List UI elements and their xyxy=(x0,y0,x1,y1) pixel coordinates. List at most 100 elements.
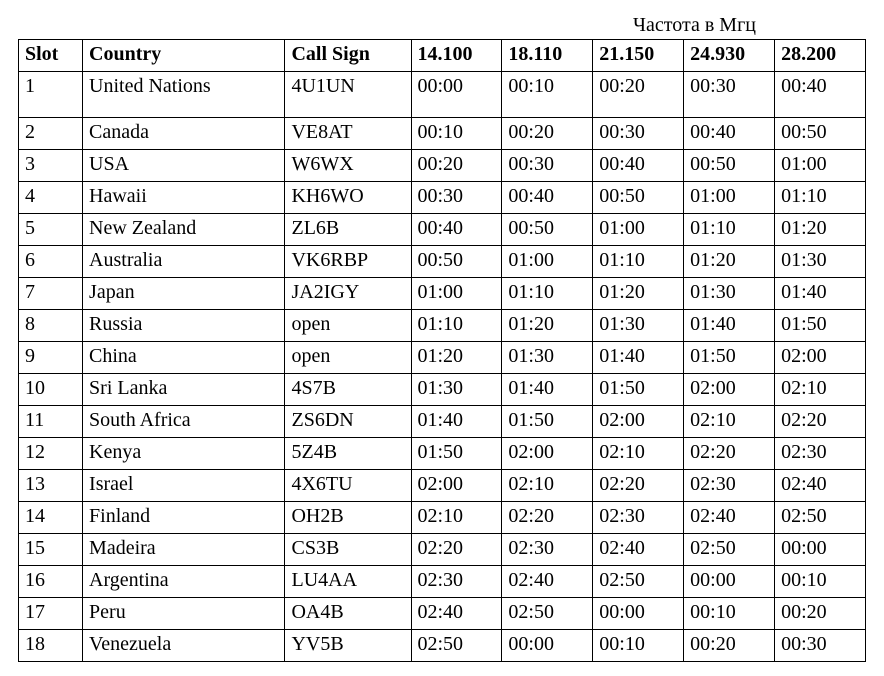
cell-freq-5: 00:20 xyxy=(775,598,866,630)
cell-callsign: open xyxy=(285,310,411,342)
cell-country: Kenya xyxy=(83,438,285,470)
cell-freq-3: 00:00 xyxy=(593,598,684,630)
cell-slot: 14 xyxy=(19,502,83,534)
cell-freq-4: 01:50 xyxy=(684,342,775,374)
cell-country: South Africa xyxy=(83,406,285,438)
cell-freq-5: 02:10 xyxy=(775,374,866,406)
cell-freq-5: 01:00 xyxy=(775,150,866,182)
cell-freq-4: 01:20 xyxy=(684,246,775,278)
cell-freq-2: 01:20 xyxy=(502,310,593,342)
cell-freq-5: 00:00 xyxy=(775,534,866,566)
cell-country: Argentina xyxy=(83,566,285,598)
col-freq-5: 28.200 xyxy=(775,40,866,72)
cell-freq-4: 00:20 xyxy=(684,630,775,662)
cell-freq-1: 01:20 xyxy=(411,342,502,374)
table-row: 10Sri Lanka4S7B01:3001:4001:5002:0002:10 xyxy=(19,374,866,406)
cell-country: China xyxy=(83,342,285,374)
cell-callsign: ZS6DN xyxy=(285,406,411,438)
cell-slot: 3 xyxy=(19,150,83,182)
cell-freq-2: 01:00 xyxy=(502,246,593,278)
cell-freq-4: 01:30 xyxy=(684,278,775,310)
cell-freq-5: 01:30 xyxy=(775,246,866,278)
cell-freq-1: 00:20 xyxy=(411,150,502,182)
cell-freq-3: 01:10 xyxy=(593,246,684,278)
col-slot: Slot xyxy=(19,40,83,72)
cell-slot: 16 xyxy=(19,566,83,598)
cell-slot: 6 xyxy=(19,246,83,278)
cell-freq-4: 00:00 xyxy=(684,566,775,598)
cell-freq-2: 02:10 xyxy=(502,470,593,502)
table-row: 9Chinaopen01:2001:3001:4001:5002:00 xyxy=(19,342,866,374)
cell-callsign: YV5B xyxy=(285,630,411,662)
cell-slot: 11 xyxy=(19,406,83,438)
cell-freq-4: 02:50 xyxy=(684,534,775,566)
cell-freq-4: 01:10 xyxy=(684,214,775,246)
cell-freq-2: 02:40 xyxy=(502,566,593,598)
cell-freq-3: 02:20 xyxy=(593,470,684,502)
cell-freq-2: 00:20 xyxy=(502,118,593,150)
cell-callsign: JA2IGY xyxy=(285,278,411,310)
cell-freq-5: 00:10 xyxy=(775,566,866,598)
cell-freq-5: 00:40 xyxy=(775,72,866,118)
cell-freq-3: 02:40 xyxy=(593,534,684,566)
cell-callsign: ZL6B xyxy=(285,214,411,246)
col-freq-2: 18.110 xyxy=(502,40,593,72)
cell-freq-1: 00:40 xyxy=(411,214,502,246)
cell-freq-1: 02:20 xyxy=(411,534,502,566)
cell-country: Peru xyxy=(83,598,285,630)
cell-freq-1: 02:00 xyxy=(411,470,502,502)
cell-freq-3: 01:20 xyxy=(593,278,684,310)
cell-freq-2: 01:50 xyxy=(502,406,593,438)
col-callsign: Call Sign xyxy=(285,40,411,72)
cell-freq-3: 00:20 xyxy=(593,72,684,118)
cell-freq-2: 01:30 xyxy=(502,342,593,374)
cell-freq-1: 02:30 xyxy=(411,566,502,598)
cell-freq-5: 02:20 xyxy=(775,406,866,438)
cell-callsign: LU4AA xyxy=(285,566,411,598)
cell-freq-4: 02:30 xyxy=(684,470,775,502)
cell-callsign: 4S7B xyxy=(285,374,411,406)
cell-freq-3: 01:30 xyxy=(593,310,684,342)
col-freq-4: 24.930 xyxy=(684,40,775,72)
cell-freq-3: 01:40 xyxy=(593,342,684,374)
table-row: 7JapanJA2IGY01:0001:1001:2001:3001:40 xyxy=(19,278,866,310)
cell-freq-5: 01:40 xyxy=(775,278,866,310)
cell-freq-5: 01:50 xyxy=(775,310,866,342)
cell-slot: 7 xyxy=(19,278,83,310)
cell-country: Sri Lanka xyxy=(83,374,285,406)
cell-freq-4: 01:40 xyxy=(684,310,775,342)
beacon-table: Slot Country Call Sign 14.100 18.110 21.… xyxy=(18,39,866,662)
table-row: 2CanadaVE8AT00:1000:2000:3000:4000:50 xyxy=(19,118,866,150)
cell-freq-4: 00:10 xyxy=(684,598,775,630)
cell-freq-4: 00:30 xyxy=(684,72,775,118)
cell-freq-4: 02:20 xyxy=(684,438,775,470)
cell-slot: 18 xyxy=(19,630,83,662)
table-row: 16ArgentinaLU4AA02:3002:4002:5000:0000:1… xyxy=(19,566,866,598)
cell-country: Israel xyxy=(83,470,285,502)
cell-country: Australia xyxy=(83,246,285,278)
cell-callsign: OA4B xyxy=(285,598,411,630)
cell-slot: 2 xyxy=(19,118,83,150)
cell-callsign: OH2B xyxy=(285,502,411,534)
cell-country: Russia xyxy=(83,310,285,342)
col-country: Country xyxy=(83,40,285,72)
table-row: 14FinlandOH2B02:1002:2002:3002:4002:50 xyxy=(19,502,866,534)
table-row: 3USAW6WX00:2000:3000:4000:5001:00 xyxy=(19,150,866,182)
cell-freq-4: 02:00 xyxy=(684,374,775,406)
cell-freq-4: 02:10 xyxy=(684,406,775,438)
cell-freq-5: 01:20 xyxy=(775,214,866,246)
table-row: 13Israel4X6TU02:0002:1002:2002:3002:40 xyxy=(19,470,866,502)
cell-freq-3: 02:10 xyxy=(593,438,684,470)
cell-freq-1: 02:50 xyxy=(411,630,502,662)
cell-freq-5: 02:50 xyxy=(775,502,866,534)
col-freq-3: 21.150 xyxy=(593,40,684,72)
cell-slot: 17 xyxy=(19,598,83,630)
table-row: 5New ZealandZL6B00:4000:5001:0001:1001:2… xyxy=(19,214,866,246)
cell-freq-2: 02:50 xyxy=(502,598,593,630)
cell-freq-1: 01:50 xyxy=(411,438,502,470)
cell-freq-3: 01:50 xyxy=(593,374,684,406)
cell-callsign: KH6WO xyxy=(285,182,411,214)
cell-freq-2: 00:10 xyxy=(502,72,593,118)
cell-slot: 4 xyxy=(19,182,83,214)
cell-country: Japan xyxy=(83,278,285,310)
